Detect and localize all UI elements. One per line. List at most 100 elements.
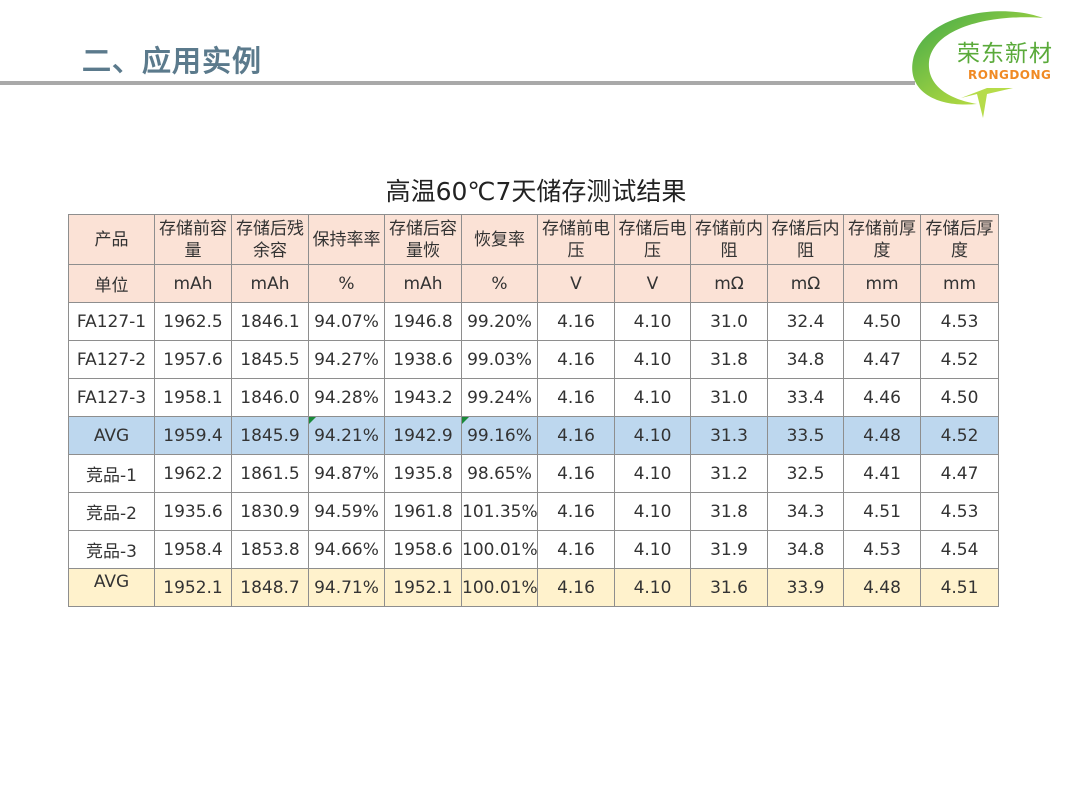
table-cell: 1946.8: [384, 302, 462, 341]
avg-label: AVG: [93, 571, 130, 592]
table-cell: 94.27%: [308, 340, 385, 379]
table-cell: 31.9: [690, 530, 768, 569]
table-cell: 94.59%: [308, 492, 385, 531]
unit-cell: V: [537, 264, 615, 303]
table-cell: 101.35%: [461, 492, 538, 531]
table-cell: 竞品-2: [68, 492, 155, 531]
table-cell: 33.5: [767, 416, 844, 455]
table-cell: 4.16: [537, 340, 615, 379]
table-cell: 4.10: [614, 492, 691, 531]
table-cell: 4.16: [537, 454, 615, 493]
table-unit-row: 单位 mAh mAh % mAh % V V mΩ mΩ mm mm: [68, 264, 999, 303]
table-cell: 94.66%: [308, 530, 385, 569]
table-cell: 31.0: [690, 378, 768, 417]
table-cell: 1845.9: [231, 416, 309, 455]
table-cell: 1935.6: [154, 492, 232, 531]
table-cell: 34.8: [767, 340, 844, 379]
header-cell: 存储前电压: [537, 214, 615, 265]
table-cell: 1848.7: [231, 568, 309, 607]
table-cell: 94.28%: [308, 378, 385, 417]
table-cell: 1943.2: [384, 378, 462, 417]
table-cell: 4.50: [920, 378, 999, 417]
header-cell: 存储前内阻: [690, 214, 768, 265]
unit-cell: %: [308, 264, 385, 303]
table-cell: 4.41: [843, 454, 921, 493]
table-cell: 1961.8: [384, 492, 462, 531]
table-cell: 4.50: [843, 302, 921, 341]
table-cell: 94.71%: [308, 568, 385, 607]
table-cell: 1962.2: [154, 454, 232, 493]
header-divider: [0, 81, 915, 85]
table-cell: 98.65%: [461, 454, 538, 493]
table-cell: 4.10: [614, 378, 691, 417]
table-cell: 4.10: [614, 568, 691, 607]
unit-cell: mΩ: [690, 264, 768, 303]
table-row: FA127-1 1962.5 1846.1 94.07% 1946.8 99.2…: [68, 302, 999, 341]
table-cell: 1962.5: [154, 302, 232, 341]
table-cell: 4.16: [537, 416, 615, 455]
table-row: 竞品-3 1958.4 1853.8 94.66% 1958.6 100.01%…: [68, 530, 999, 569]
table-cell: 1942.9: [384, 416, 462, 455]
table-cell: 4.16: [537, 302, 615, 341]
storage-test-table: 产品 存储前容量 存储后残余容 保持率率 存储后容量恢 恢复率 存储前电压 存储…: [68, 214, 999, 607]
table-row-avg-product: AVG 1959.4 1845.9 94.21% 1942.9 99.16% 4…: [68, 416, 999, 455]
table-cell: 4.54: [920, 530, 999, 569]
table-cell: 4.16: [537, 530, 615, 569]
table-cell: 竞品-3: [68, 530, 155, 569]
header-cell: 保持率率: [308, 214, 385, 265]
unit-cell: mm: [920, 264, 999, 303]
table-cell: 1952.1: [384, 568, 462, 607]
company-logo: 荣东新材 RONGDONG: [905, 8, 1070, 122]
page-title: 二、应用实例: [82, 44, 263, 78]
table-cell: 31.2: [690, 454, 768, 493]
table-row: FA127-2 1957.6 1845.5 94.27% 1938.6 99.0…: [68, 340, 999, 379]
unit-cell: mm: [843, 264, 921, 303]
logo-name-en: RONGDONG: [968, 68, 1052, 82]
header-cell: 产品: [68, 214, 155, 265]
table-cell: 1938.6: [384, 340, 462, 379]
table-cell: 1958.4: [154, 530, 232, 569]
table-cell: 99.24%: [461, 378, 538, 417]
table-cell: 4.10: [614, 302, 691, 341]
table-cell: 99.20%: [461, 302, 538, 341]
table-cell: 31.8: [690, 492, 768, 531]
unit-cell: mAh: [154, 264, 232, 303]
logo-name-cn: 荣东新材: [957, 41, 1053, 67]
table-cell: 4.52: [920, 340, 999, 379]
table-title-text: 高温60℃7天储存测试结果: [385, 177, 687, 206]
header-cell: 存储前容量: [154, 214, 232, 265]
header-cell: 存储后厚度: [920, 214, 999, 265]
table-cell: FA127-2: [68, 340, 155, 379]
table-cell: 4.47: [843, 340, 921, 379]
table-header-row: 产品 存储前容量 存储后残余容 保持率率 存储后容量恢 恢复率 存储前电压 存储…: [68, 214, 999, 265]
table-cell: 100.01%: [461, 568, 538, 607]
table-row: 竞品-1 1962.2 1861.5 94.87% 1935.8 98.65% …: [68, 454, 999, 493]
table-cell: AVG: [68, 568, 155, 607]
table-cell: 4.16: [537, 568, 615, 607]
header-cell: 存储后残余容: [231, 214, 309, 265]
table-cell: 4.48: [843, 568, 921, 607]
unit-cell: mAh: [231, 264, 309, 303]
table-cell: 4.16: [537, 378, 615, 417]
table-cell: 31.0: [690, 302, 768, 341]
table-cell: 33.9: [767, 568, 844, 607]
header-cell: 恢复率: [461, 214, 538, 265]
table-cell: 94.21%: [308, 416, 385, 455]
table-cell: 31.8: [690, 340, 768, 379]
table-cell: 4.10: [614, 454, 691, 493]
table-cell: 33.4: [767, 378, 844, 417]
header-cell: 存储后内阻: [767, 214, 844, 265]
header-cell: 存储后电压: [614, 214, 691, 265]
table-cell: 31.6: [690, 568, 768, 607]
table-cell: 1853.8: [231, 530, 309, 569]
table-cell: 32.4: [767, 302, 844, 341]
table-cell: 4.52: [920, 416, 999, 455]
table-cell: 4.53: [843, 530, 921, 569]
table-cell: 1830.9: [231, 492, 309, 531]
unit-cell: mAh: [384, 264, 462, 303]
table-cell: 99.03%: [461, 340, 538, 379]
table-row: 竞品-2 1935.6 1830.9 94.59% 1961.8 101.35%…: [68, 492, 999, 531]
table-cell: 4.10: [614, 416, 691, 455]
table-cell: 1957.6: [154, 340, 232, 379]
table-cell: FA127-3: [68, 378, 155, 417]
